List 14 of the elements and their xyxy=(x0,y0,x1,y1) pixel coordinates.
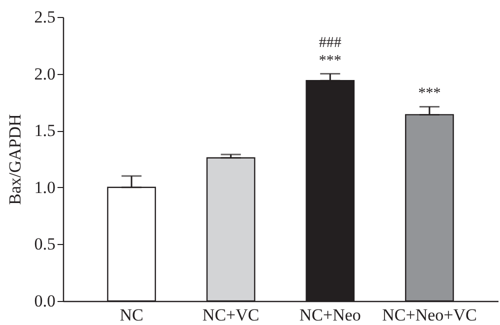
y-axis-title: Bax/GAPDH xyxy=(5,114,24,205)
y-tick-label: 2.0 xyxy=(34,64,56,84)
annotation: *** xyxy=(318,52,342,69)
x-tick-label: NC+Neo+VC xyxy=(382,306,477,324)
y-tick-label: 0.0 xyxy=(34,292,56,310)
x-tick-label: NC+Neo xyxy=(299,306,361,324)
y-tick-label: 2.5 xyxy=(34,8,56,26)
annotation: *** xyxy=(418,86,441,102)
y-tick-label: 0.5 xyxy=(34,234,56,254)
y-tick-label: 1.5 xyxy=(34,121,56,140)
x-tick-label: NC xyxy=(120,306,144,324)
annotation: ### xyxy=(318,34,342,51)
x-tick-label: NC+VC xyxy=(202,306,260,324)
y-tick-label: 1.0 xyxy=(34,178,56,197)
